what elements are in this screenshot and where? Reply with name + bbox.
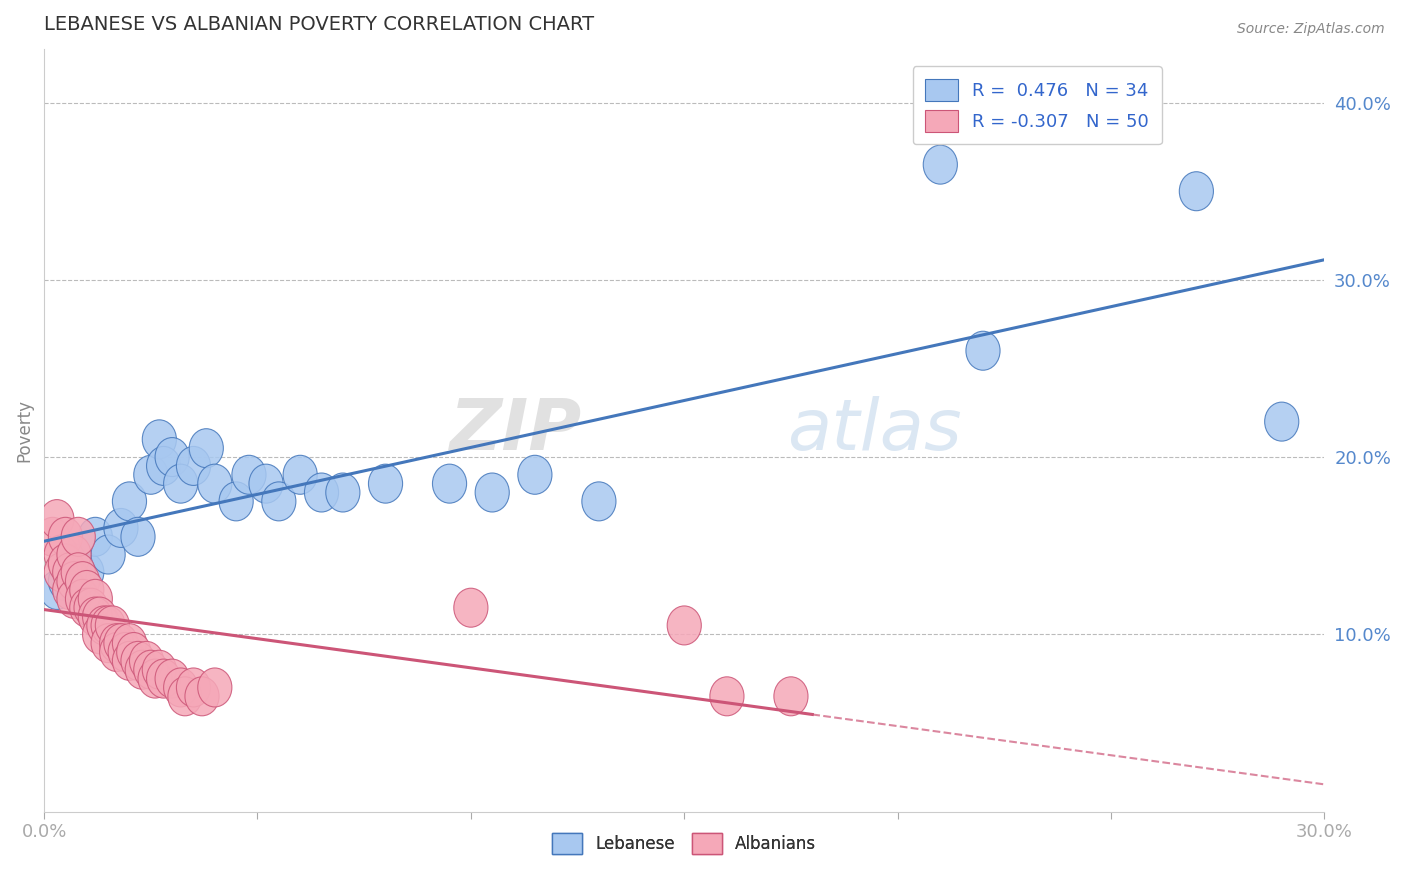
- Ellipse shape: [773, 677, 808, 715]
- Ellipse shape: [176, 668, 211, 707]
- Ellipse shape: [517, 455, 553, 494]
- Ellipse shape: [79, 597, 112, 636]
- Ellipse shape: [326, 473, 360, 512]
- Ellipse shape: [62, 553, 96, 591]
- Text: atlas: atlas: [787, 396, 962, 465]
- Ellipse shape: [1180, 172, 1213, 211]
- Ellipse shape: [155, 659, 190, 698]
- Ellipse shape: [198, 668, 232, 707]
- Ellipse shape: [475, 473, 509, 512]
- Ellipse shape: [91, 535, 125, 574]
- Ellipse shape: [56, 579, 91, 618]
- Ellipse shape: [167, 677, 202, 715]
- Ellipse shape: [35, 517, 70, 557]
- Ellipse shape: [91, 624, 125, 663]
- Ellipse shape: [924, 145, 957, 184]
- Text: ZIP: ZIP: [450, 396, 582, 465]
- Ellipse shape: [48, 544, 83, 582]
- Ellipse shape: [966, 331, 1000, 370]
- Ellipse shape: [52, 553, 87, 591]
- Ellipse shape: [108, 632, 142, 672]
- Ellipse shape: [219, 482, 253, 521]
- Ellipse shape: [668, 606, 702, 645]
- Ellipse shape: [56, 562, 91, 600]
- Ellipse shape: [129, 641, 163, 681]
- Ellipse shape: [305, 473, 339, 512]
- Ellipse shape: [83, 615, 117, 654]
- Ellipse shape: [155, 438, 190, 476]
- Ellipse shape: [70, 553, 104, 591]
- Ellipse shape: [368, 464, 402, 503]
- Ellipse shape: [44, 535, 79, 574]
- Ellipse shape: [454, 588, 488, 627]
- Ellipse shape: [75, 588, 108, 627]
- Ellipse shape: [87, 606, 121, 645]
- Legend: Lebanese, Albanians: Lebanese, Albanians: [546, 827, 823, 861]
- Ellipse shape: [62, 517, 96, 557]
- Ellipse shape: [198, 464, 232, 503]
- Ellipse shape: [134, 650, 167, 690]
- Ellipse shape: [121, 517, 155, 557]
- Ellipse shape: [52, 571, 87, 609]
- Text: LEBANESE VS ALBANIAN POVERTY CORRELATION CHART: LEBANESE VS ALBANIAN POVERTY CORRELATION…: [44, 15, 595, 34]
- Ellipse shape: [66, 562, 100, 600]
- Ellipse shape: [39, 571, 75, 609]
- Ellipse shape: [146, 659, 181, 698]
- Y-axis label: Poverty: Poverty: [15, 399, 32, 462]
- Ellipse shape: [112, 641, 146, 681]
- Ellipse shape: [121, 641, 155, 681]
- Ellipse shape: [176, 446, 211, 485]
- Ellipse shape: [142, 420, 176, 458]
- Ellipse shape: [56, 544, 91, 582]
- Ellipse shape: [104, 624, 138, 663]
- Ellipse shape: [66, 579, 100, 618]
- Ellipse shape: [96, 606, 129, 645]
- Ellipse shape: [142, 650, 176, 690]
- Ellipse shape: [710, 677, 744, 715]
- Ellipse shape: [79, 579, 112, 618]
- Ellipse shape: [117, 632, 150, 672]
- Ellipse shape: [91, 606, 125, 645]
- Ellipse shape: [163, 464, 198, 503]
- Ellipse shape: [433, 464, 467, 503]
- Ellipse shape: [582, 482, 616, 521]
- Ellipse shape: [48, 517, 83, 557]
- Ellipse shape: [70, 588, 104, 627]
- Ellipse shape: [56, 535, 91, 574]
- Ellipse shape: [39, 500, 75, 539]
- Ellipse shape: [146, 446, 181, 485]
- Ellipse shape: [283, 455, 318, 494]
- Ellipse shape: [79, 517, 112, 557]
- Ellipse shape: [112, 482, 146, 521]
- Ellipse shape: [70, 571, 104, 609]
- Ellipse shape: [163, 668, 198, 707]
- Ellipse shape: [1264, 402, 1299, 442]
- Ellipse shape: [100, 632, 134, 672]
- Ellipse shape: [262, 482, 295, 521]
- Ellipse shape: [125, 650, 159, 690]
- Ellipse shape: [190, 429, 224, 467]
- Ellipse shape: [44, 553, 79, 591]
- Ellipse shape: [138, 659, 172, 698]
- Ellipse shape: [232, 455, 266, 494]
- Ellipse shape: [134, 455, 167, 494]
- Ellipse shape: [186, 677, 219, 715]
- Text: Source: ZipAtlas.com: Source: ZipAtlas.com: [1237, 22, 1385, 37]
- Ellipse shape: [104, 508, 138, 548]
- Ellipse shape: [48, 562, 83, 600]
- Ellipse shape: [83, 597, 117, 636]
- Ellipse shape: [249, 464, 283, 503]
- Ellipse shape: [100, 624, 134, 663]
- Ellipse shape: [62, 571, 96, 609]
- Ellipse shape: [112, 624, 146, 663]
